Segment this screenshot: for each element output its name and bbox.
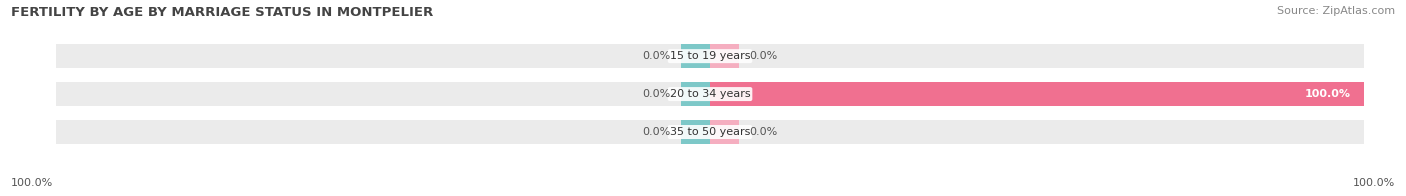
Text: 15 to 19 years: 15 to 19 years xyxy=(669,51,751,61)
Bar xyxy=(56,120,1364,144)
Text: 20 to 34 years: 20 to 34 years xyxy=(669,89,751,99)
Bar xyxy=(710,120,740,144)
Text: Source: ZipAtlas.com: Source: ZipAtlas.com xyxy=(1277,6,1395,16)
Text: FERTILITY BY AGE BY MARRIAGE STATUS IN MONTPELIER: FERTILITY BY AGE BY MARRIAGE STATUS IN M… xyxy=(11,6,433,19)
Bar xyxy=(56,82,1364,106)
Bar xyxy=(681,120,710,144)
Bar xyxy=(681,44,710,68)
Text: 100.0%: 100.0% xyxy=(11,178,53,188)
Text: 0.0%: 0.0% xyxy=(643,51,671,61)
Bar xyxy=(681,82,710,106)
Text: 100.0%: 100.0% xyxy=(1353,178,1395,188)
Bar xyxy=(710,44,740,68)
Text: 0.0%: 0.0% xyxy=(643,89,671,99)
Text: 35 to 50 years: 35 to 50 years xyxy=(669,127,751,137)
Bar xyxy=(56,44,1364,68)
Text: 0.0%: 0.0% xyxy=(749,127,778,137)
Text: 0.0%: 0.0% xyxy=(643,127,671,137)
Text: 0.0%: 0.0% xyxy=(749,51,778,61)
Bar xyxy=(710,82,1364,106)
Text: 100.0%: 100.0% xyxy=(1305,89,1351,99)
